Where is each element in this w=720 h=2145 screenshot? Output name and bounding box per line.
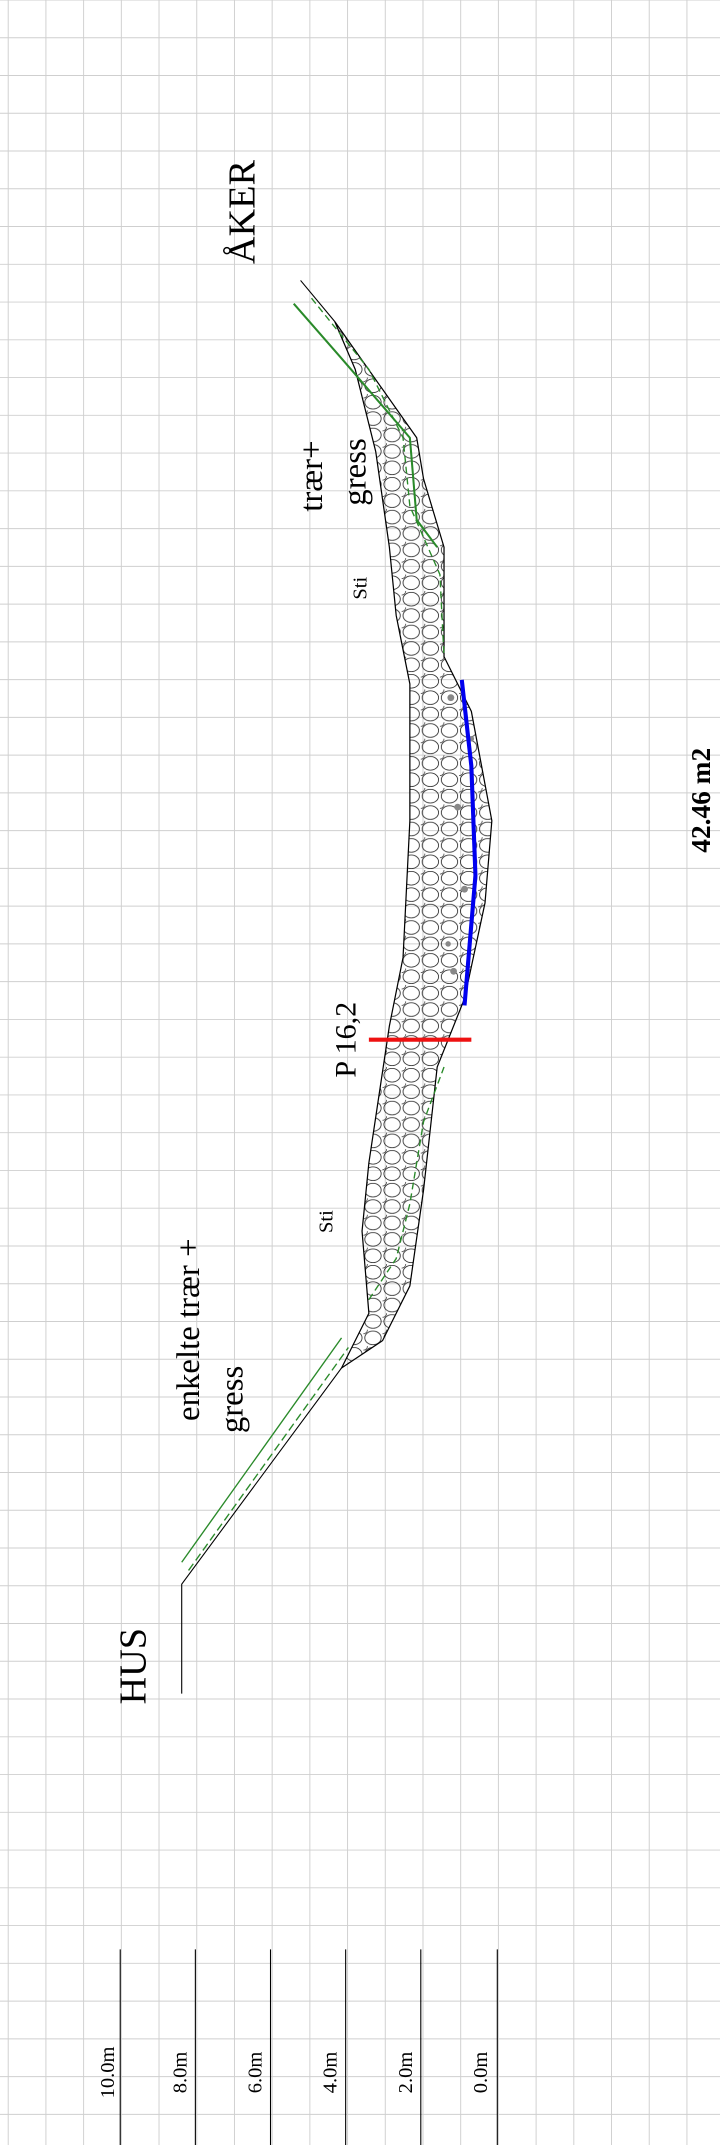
vegetation-lines (181, 297, 445, 1571)
label-vegetation: gress (215, 1366, 251, 1433)
scale-label: 10.0m (97, 2047, 119, 2099)
channel-section (334, 321, 493, 1370)
scale-label: 2.0m (395, 2052, 417, 2094)
label-hus: HUS (112, 1628, 154, 1705)
label-vegetation: gress (337, 438, 373, 505)
label-vegetation: trær+ (294, 440, 330, 511)
label-aker: ÅKER (222, 159, 264, 264)
scale-label: 8.0m (169, 2052, 191, 2094)
label-area: 42.46 m2 (686, 748, 716, 853)
terrain (181, 280, 342, 1694)
scale-bars (119, 1949, 498, 2145)
scale-label: 4.0m (320, 2052, 342, 2094)
stone-dots (445, 694, 475, 975)
scale-label: 0.0m (470, 2052, 492, 2094)
label-path: Sti (316, 1210, 338, 1233)
scale-label: 6.0m (245, 2052, 267, 2094)
label-path: Sti (350, 577, 372, 600)
water-line (459, 679, 478, 1006)
label-profile: P 16,2 (328, 1002, 362, 1078)
label-vegetation: enkelte trær + (171, 1238, 207, 1421)
